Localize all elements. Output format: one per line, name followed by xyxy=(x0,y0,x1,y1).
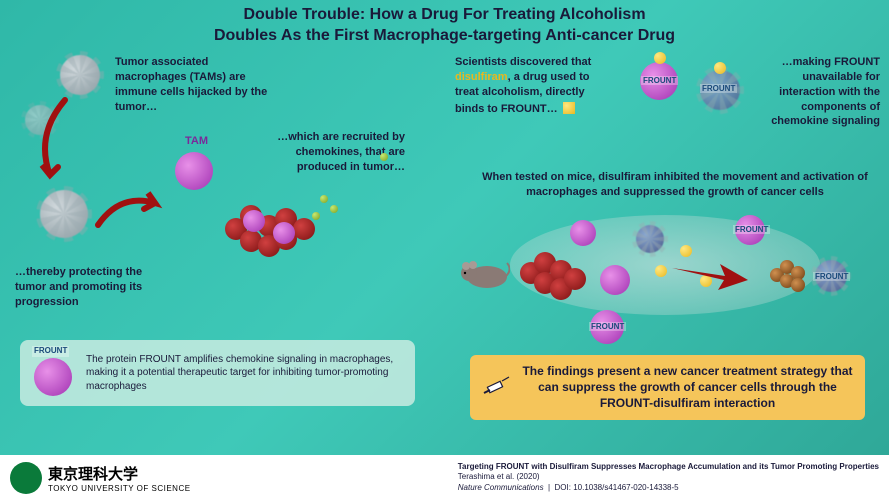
macrophage-cell-1 xyxy=(60,55,100,95)
caption-protecting: …thereby protecting the tumor and promot… xyxy=(15,265,155,310)
mouse-icon xyxy=(455,255,510,290)
main-title: Double Trouble: How a Drug For Treating … xyxy=(0,5,889,47)
disulfiram-dot-2 xyxy=(680,245,692,257)
tam-label: TAM xyxy=(185,135,208,147)
frount-result-2: FROUNT xyxy=(815,260,847,292)
chemokine-dot-2 xyxy=(330,205,338,213)
logo-badge-icon xyxy=(10,462,42,494)
frount-cell-bound-2: FROUNT xyxy=(700,70,740,110)
frount-cell-bound-1: FROUNT xyxy=(640,62,678,100)
citation-journal: Nature Communications xyxy=(458,483,544,492)
tam-small-2 xyxy=(600,265,630,295)
citation: Targeting FROUNT with Disulfiram Suppres… xyxy=(458,462,879,493)
logo-en: TOKYO UNIVERSITY OF SCIENCE xyxy=(48,484,191,493)
tam-small-1 xyxy=(570,220,596,246)
frount-info-box: FROUNT The protein FROUNT amplifies chem… xyxy=(20,340,415,406)
chemokine-dot-1 xyxy=(320,195,328,203)
chemokine-dot-3 xyxy=(312,212,320,220)
arrow-result xyxy=(670,258,750,293)
university-logo: 東京理科大学 TOKYO UNIVERSITY OF SCIENCE xyxy=(10,462,191,494)
frount-result-3: FROUNT xyxy=(590,310,624,344)
disulfiram-dot-icon xyxy=(563,102,575,114)
caption-tams: Tumor associated macrophages (TAMs) are … xyxy=(115,55,280,114)
syringe-icon xyxy=(482,375,512,399)
citation-title: Targeting FROUNT with Disulfiram Suppres… xyxy=(458,462,879,472)
frount-info-text: The protein FROUNT amplifies chemokine s… xyxy=(86,353,407,394)
conclusion-text: The findings present a new cancer treatm… xyxy=(522,363,853,412)
caption-frount-unavailable: …making FROUNT unavailable for interacti… xyxy=(755,55,880,129)
citation-doi: DOI: 10.1038/s41467-020-14338-5 xyxy=(555,483,679,492)
arrow-right xyxy=(90,185,170,245)
frount-result-1: FROUNT xyxy=(735,215,765,245)
blue-cell-1 xyxy=(636,225,664,253)
title-line-1: Double Trouble: How a Drug For Treating … xyxy=(243,6,645,23)
logo-jp: 東京理科大学 xyxy=(48,463,191,484)
chemokine-dot-ref xyxy=(380,153,388,161)
citation-author: Terashima et al. (2020) xyxy=(458,472,879,482)
tumor-cluster-left xyxy=(225,200,315,255)
caption-disulfiram: Scientists discovered that disulfiram, a… xyxy=(455,55,615,116)
tam-cell-main xyxy=(175,152,213,190)
arrow-down-left xyxy=(30,95,80,190)
disulfiram-dot-1 xyxy=(655,265,667,277)
footer: 東京理科大学 TOKYO UNIVERSITY OF SCIENCE Targe… xyxy=(0,455,889,500)
macrophage-cell-3 xyxy=(40,190,88,238)
title-line-2: Doubles As the First Macrophage-targetin… xyxy=(214,27,675,44)
conclusion-box: The findings present a new cancer treatm… xyxy=(470,355,865,420)
caption-mice-test: When tested on mice, disulfiram inhibite… xyxy=(480,170,870,200)
frount-cell-icon: FROUNT xyxy=(28,348,78,398)
tumor-cluster-right xyxy=(520,250,580,305)
